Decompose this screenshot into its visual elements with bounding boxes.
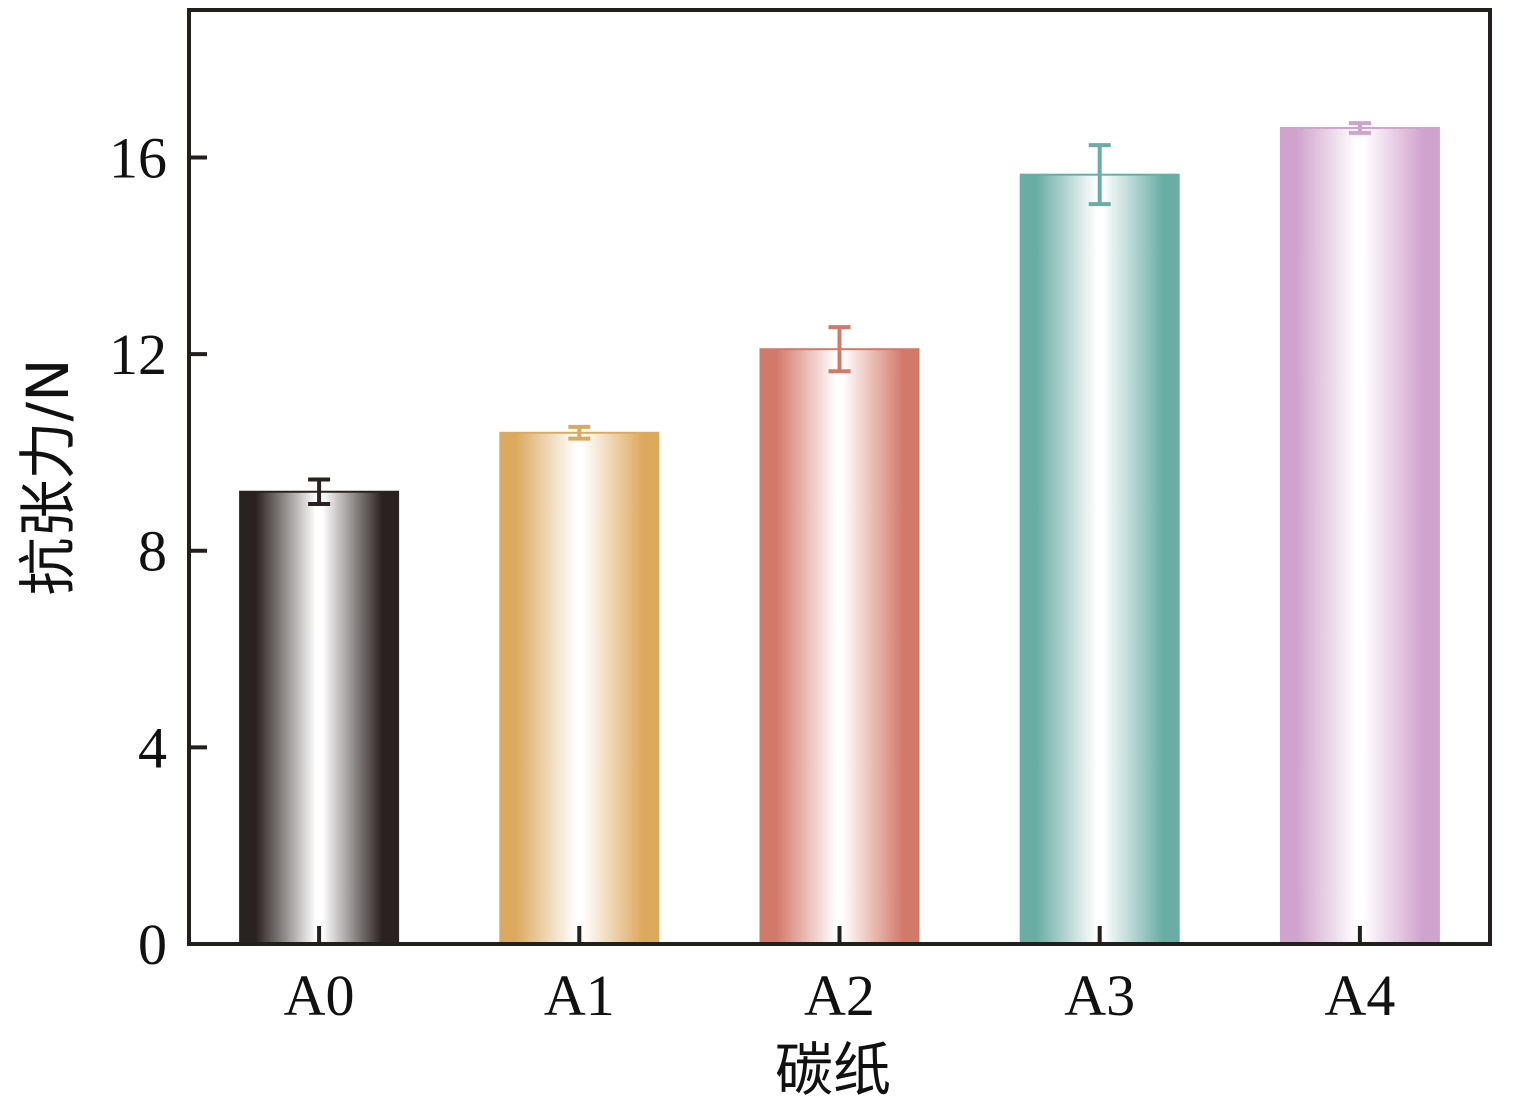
- error-bar-a3: [1088, 143, 1111, 207]
- x-tick-label: A0: [284, 963, 355, 1028]
- x-tick-label: A2: [804, 963, 875, 1028]
- x-tick-label: A1: [544, 963, 615, 1028]
- bars-group: [239, 126, 1440, 946]
- y-tick-label: 4: [138, 715, 167, 780]
- bar-a0: [239, 490, 400, 945]
- bar-a3: [1019, 173, 1180, 945]
- y-tick-label: 16: [109, 125, 167, 190]
- y-tick-label: 0: [138, 912, 167, 977]
- bar-a4: [1279, 126, 1440, 946]
- y-axis-title: 抗张力/N: [14, 359, 82, 596]
- y-tick-label: 12: [109, 322, 167, 387]
- error-bar-a1: [568, 424, 591, 441]
- y-axis: 0 4 8 12 16: [109, 125, 207, 977]
- error-bar-a2: [828, 325, 851, 374]
- error-bars-group: [308, 121, 1371, 507]
- x-axis: A0 A1 A2 A3 A4: [284, 926, 1395, 1028]
- x-tick-label: A4: [1324, 963, 1395, 1028]
- x-tick-label: A3: [1064, 963, 1135, 1028]
- bar-a2: [759, 348, 920, 946]
- x-axis-title: 碳纸: [775, 1036, 891, 1104]
- y-tick-label: 8: [138, 519, 167, 584]
- bar-a1: [499, 431, 660, 945]
- error-bar-a4: [1348, 121, 1371, 135]
- error-bar-a0: [308, 477, 331, 507]
